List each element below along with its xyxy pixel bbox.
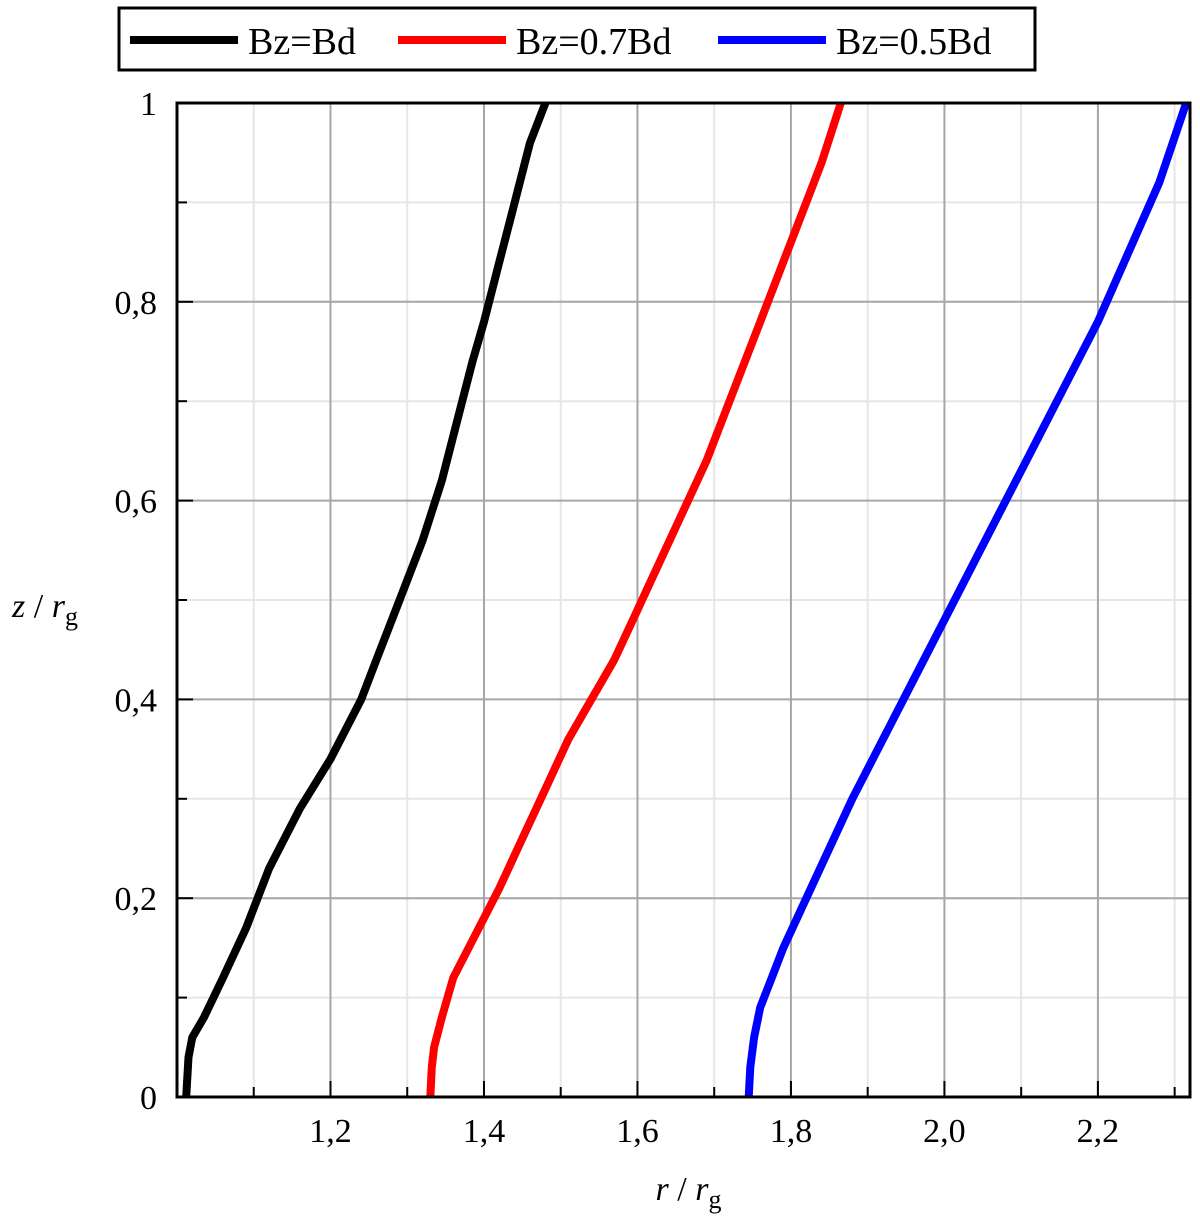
series-layer xyxy=(182,101,1190,1098)
legend: Bz=Bd Bz=0.7Bd Bz=0.5Bd xyxy=(117,6,1037,72)
x-axis-label: r / rg xyxy=(656,1171,722,1214)
x-tick-label: 1,2 xyxy=(309,1113,352,1150)
series-line-3 xyxy=(744,101,1190,1098)
series-line-1 xyxy=(182,101,550,1098)
y-tick-label: 0,8 xyxy=(115,285,158,322)
series-line-2 xyxy=(426,101,845,1098)
axis-ticks xyxy=(177,102,1176,1098)
x-tick-label: 1,6 xyxy=(616,1113,659,1150)
y-tick-label: 1 xyxy=(140,86,157,123)
legend-box xyxy=(117,6,1037,72)
y-tick-label: 0,4 xyxy=(115,682,158,719)
legend-label-1: Bz=Bd xyxy=(248,21,356,63)
y-tick-label: 0 xyxy=(140,1080,157,1117)
legend-label-3: Bz=0.5Bd xyxy=(836,21,992,63)
legend-label-2: Bz=0.7Bd xyxy=(516,21,672,63)
x-tick-label: 1,8 xyxy=(770,1113,813,1150)
y-tick-label: 0,2 xyxy=(115,881,158,918)
y-tick-label: 0,6 xyxy=(115,484,158,521)
x-tick-label: 2,2 xyxy=(1077,1113,1120,1150)
y-axis-label: z / rg xyxy=(11,588,78,631)
x-tick-label: 1,4 xyxy=(463,1113,506,1150)
grid-minor xyxy=(177,103,1190,1097)
x-tick-label: 2,0 xyxy=(923,1113,966,1150)
tick-labels: 1,2 1,4 1,6 1,8 2,0 2,2 0 0,2 0,4 0,6 0,8 1 xyxy=(115,86,1120,1150)
